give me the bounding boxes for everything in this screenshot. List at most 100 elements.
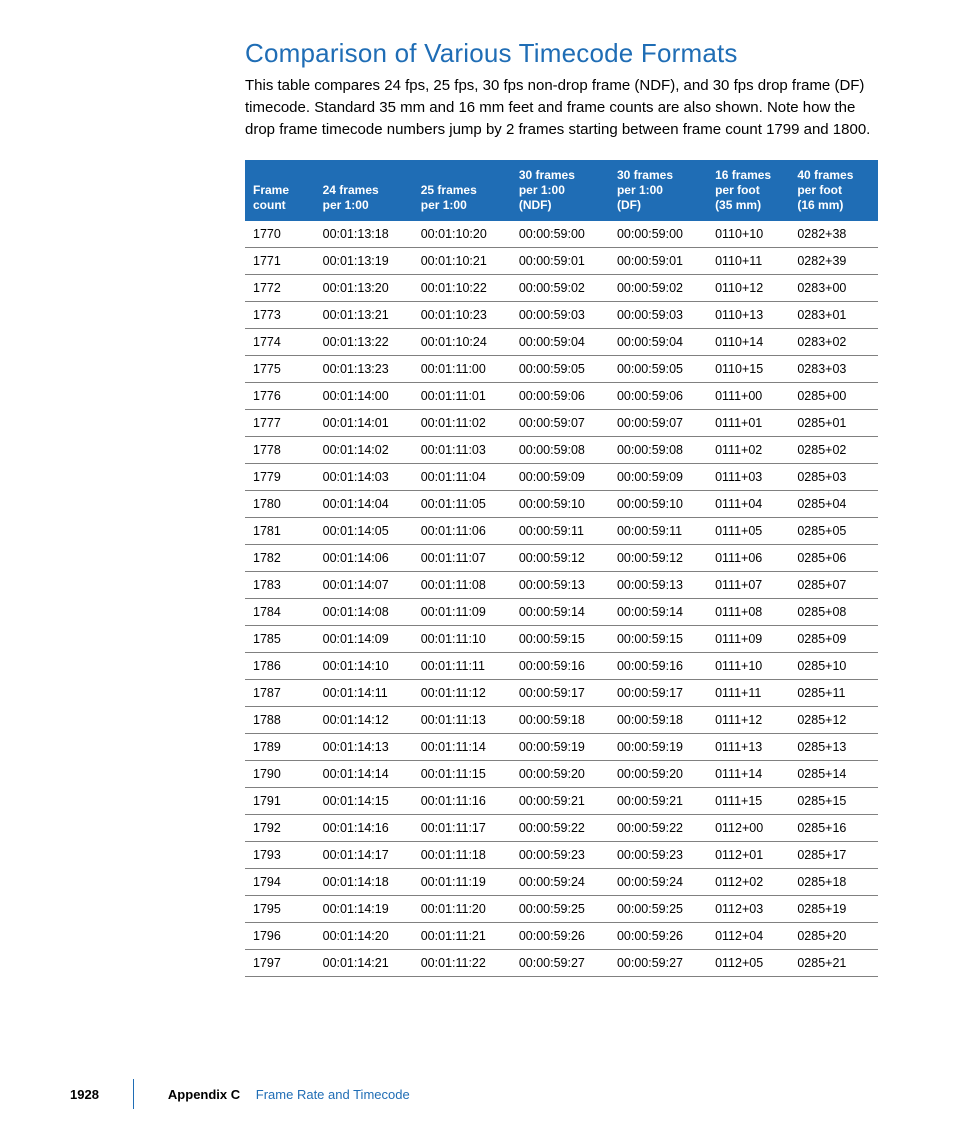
table-cell: 00:01:14:17 [315, 842, 413, 869]
table-cell: 1779 [245, 464, 315, 491]
table-cell: 00:01:14:12 [315, 707, 413, 734]
table-cell: 1774 [245, 329, 315, 356]
table-cell: 0282+38 [789, 221, 878, 248]
table-cell: 1790 [245, 761, 315, 788]
table-cell: 1789 [245, 734, 315, 761]
table-cell: 00:00:59:00 [609, 221, 707, 248]
content-area: Comparison of Various Timecode Formats T… [245, 38, 878, 977]
table-cell: 0111+14 [707, 761, 789, 788]
table-cell: 00:00:59:02 [511, 275, 609, 302]
table-cell: 0112+01 [707, 842, 789, 869]
table-cell: 1778 [245, 437, 315, 464]
table-cell: 00:01:13:19 [315, 248, 413, 275]
table-cell: 0285+01 [789, 410, 878, 437]
table-cell: 00:01:14:06 [315, 545, 413, 572]
table-cell: 00:01:10:24 [413, 329, 511, 356]
table-cell: 1784 [245, 599, 315, 626]
table-cell: 00:00:59:01 [511, 248, 609, 275]
table-cell: 00:01:11:03 [413, 437, 511, 464]
table-cell: 1785 [245, 626, 315, 653]
table-cell: 0285+16 [789, 815, 878, 842]
table-row: 179500:01:14:1900:01:11:2000:00:59:2500:… [245, 896, 878, 923]
table-cell: 00:00:59:07 [511, 410, 609, 437]
table-cell: 00:00:59:16 [609, 653, 707, 680]
table-cell: 00:01:11:16 [413, 788, 511, 815]
table-cell: 00:00:59:26 [609, 923, 707, 950]
table-cell: 0111+06 [707, 545, 789, 572]
table-cell: 00:01:11:06 [413, 518, 511, 545]
table-cell: 0285+19 [789, 896, 878, 923]
table-cell: 00:01:13:21 [315, 302, 413, 329]
table-cell: 00:00:59:00 [511, 221, 609, 248]
table-cell: 00:00:59:27 [511, 950, 609, 977]
table-cell: 1788 [245, 707, 315, 734]
table-cell: 0112+04 [707, 923, 789, 950]
table-cell: 00:01:10:22 [413, 275, 511, 302]
table-cell: 0112+03 [707, 896, 789, 923]
table-cell: 00:01:14:09 [315, 626, 413, 653]
table-cell: 0282+39 [789, 248, 878, 275]
table-cell: 00:01:13:20 [315, 275, 413, 302]
table-cell: 0285+09 [789, 626, 878, 653]
section-title: Comparison of Various Timecode Formats [245, 38, 878, 69]
table-cell: 1773 [245, 302, 315, 329]
table-cell: 0111+01 [707, 410, 789, 437]
table-cell: 0111+02 [707, 437, 789, 464]
table-cell: 00:00:59:13 [609, 572, 707, 599]
table-row: 177400:01:13:2200:01:10:2400:00:59:0400:… [245, 329, 878, 356]
table-cell: 00:01:11:10 [413, 626, 511, 653]
table-cell: 0285+18 [789, 869, 878, 896]
table-cell: 00:01:11:11 [413, 653, 511, 680]
table-cell: 1793 [245, 842, 315, 869]
table-row: 179700:01:14:2100:01:11:2200:00:59:2700:… [245, 950, 878, 977]
table-row: 179300:01:14:1700:01:11:1800:00:59:2300:… [245, 842, 878, 869]
table-cell: 00:00:59:17 [511, 680, 609, 707]
table-cell: 1786 [245, 653, 315, 680]
table-cell: 00:00:59:01 [609, 248, 707, 275]
table-cell: 0285+10 [789, 653, 878, 680]
table-row: 179400:01:14:1800:01:11:1900:00:59:2400:… [245, 869, 878, 896]
table-cell: 00:00:59:08 [511, 437, 609, 464]
table-cell: 00:00:59:19 [511, 734, 609, 761]
table-cell: 00:01:11:09 [413, 599, 511, 626]
table-header-cell: 25 framesper 1:00 [413, 160, 511, 221]
table-cell: 0110+10 [707, 221, 789, 248]
table-cell: 1776 [245, 383, 315, 410]
table-header: Framecount24 framesper 1:0025 framesper … [245, 160, 878, 221]
table-cell: 00:00:59:05 [511, 356, 609, 383]
table-row: 179100:01:14:1500:01:11:1600:00:59:2100:… [245, 788, 878, 815]
table-cell: 00:00:59:16 [511, 653, 609, 680]
table-cell: 0111+04 [707, 491, 789, 518]
table-row: 177000:01:13:1800:01:10:2000:00:59:0000:… [245, 221, 878, 248]
table-row: 178100:01:14:0500:01:11:0600:00:59:1100:… [245, 518, 878, 545]
table-cell: 0111+03 [707, 464, 789, 491]
table-row: 178600:01:14:1000:01:11:1100:00:59:1600:… [245, 653, 878, 680]
table-cell: 0285+05 [789, 518, 878, 545]
table-row: 178000:01:14:0400:01:11:0500:00:59:1000:… [245, 491, 878, 518]
table-cell: 00:01:14:00 [315, 383, 413, 410]
table-cell: 00:01:14:19 [315, 896, 413, 923]
table-cell: 00:00:59:13 [511, 572, 609, 599]
table-header-cell: 24 framesper 1:00 [315, 160, 413, 221]
table-cell: 00:00:59:12 [609, 545, 707, 572]
document-page: Comparison of Various Timecode Formats T… [0, 0, 954, 1145]
table-cell: 00:01:11:07 [413, 545, 511, 572]
table-row: 177500:01:13:2300:01:11:0000:00:59:0500:… [245, 356, 878, 383]
table-cell: 00:00:59:12 [511, 545, 609, 572]
table-header-cell: 30 framesper 1:00(NDF) [511, 160, 609, 221]
table-cell: 00:01:14:14 [315, 761, 413, 788]
table-row: 177200:01:13:2000:01:10:2200:00:59:0200:… [245, 275, 878, 302]
table-cell: 00:00:59:15 [609, 626, 707, 653]
table-cell: 00:01:14:16 [315, 815, 413, 842]
table-cell: 0285+07 [789, 572, 878, 599]
table-cell: 00:01:14:10 [315, 653, 413, 680]
table-cell: 00:00:59:22 [511, 815, 609, 842]
table-row: 178900:01:14:1300:01:11:1400:00:59:1900:… [245, 734, 878, 761]
table-cell: 1782 [245, 545, 315, 572]
table-header-cell: 40 framesper foot(16 mm) [789, 160, 878, 221]
table-cell: 0285+03 [789, 464, 878, 491]
table-cell: 0111+12 [707, 707, 789, 734]
table-header-cell: 16 framesper foot(35 mm) [707, 160, 789, 221]
table-cell: 1770 [245, 221, 315, 248]
table-cell: 0111+07 [707, 572, 789, 599]
